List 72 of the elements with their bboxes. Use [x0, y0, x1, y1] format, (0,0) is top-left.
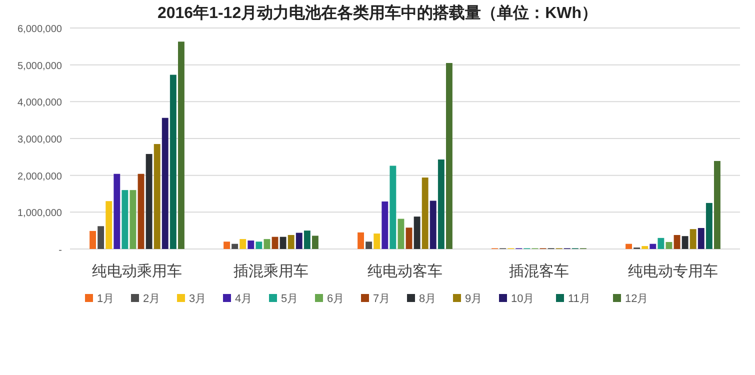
bar — [114, 174, 120, 249]
bar — [256, 242, 262, 249]
legend-label: 9月 — [465, 293, 482, 305]
bar — [438, 159, 444, 249]
bar — [698, 228, 704, 249]
y-tick-label: 3,000,000 — [18, 134, 62, 146]
bar — [280, 236, 286, 249]
bar — [272, 236, 278, 249]
bar — [138, 174, 144, 249]
bar — [162, 118, 168, 249]
bar — [170, 74, 176, 249]
bar — [98, 226, 104, 249]
bar — [288, 235, 294, 249]
bar — [224, 242, 230, 249]
bar — [690, 229, 696, 249]
y-tick-label: 1,000,000 — [18, 208, 62, 220]
bar — [398, 218, 404, 249]
bar — [406, 228, 412, 249]
bar — [658, 238, 664, 249]
legend-label: 8月 — [419, 293, 436, 305]
legend-label: 2月 — [143, 293, 160, 305]
legend-label: 10月 — [511, 293, 534, 305]
x-tick-label: 纯电动乘用车 — [92, 263, 182, 280]
bar — [382, 201, 388, 249]
bar — [682, 236, 688, 249]
bar — [232, 244, 238, 249]
bar — [414, 216, 420, 249]
bar — [626, 244, 632, 249]
bar — [650, 244, 656, 249]
bar — [154, 144, 160, 249]
x-tick-label: 纯电动专用车 — [628, 263, 718, 280]
bar — [178, 42, 184, 249]
bar — [674, 235, 680, 249]
bar — [90, 230, 96, 249]
bar — [642, 246, 648, 249]
bar — [312, 236, 318, 249]
legend-label: 11月 — [568, 293, 590, 305]
bar — [304, 230, 310, 249]
bar — [446, 62, 452, 249]
x-tick-label: 纯电动客车 — [368, 263, 442, 280]
legend-label: 1月 — [97, 293, 114, 305]
y-tick-label: 5,000,000 — [18, 60, 62, 72]
legend-label: 7月 — [373, 293, 390, 305]
legend-label: 4月 — [235, 293, 252, 305]
bar — [296, 232, 302, 249]
bar — [374, 234, 380, 249]
legend-label: 5月 — [281, 293, 298, 305]
bar — [714, 160, 720, 249]
legend-label: 12月 — [625, 293, 648, 305]
bar — [106, 201, 112, 249]
legend-label: 3月 — [189, 293, 206, 305]
y-tick-label: - — [58, 245, 62, 256]
y-tick-label: 6,000,000 — [18, 24, 62, 35]
bar — [390, 166, 396, 249]
y-tick-label: 4,000,000 — [18, 98, 62, 109]
bar — [264, 239, 270, 249]
bar — [430, 200, 436, 249]
bar — [122, 190, 128, 249]
bar — [248, 240, 254, 249]
bar — [666, 242, 672, 249]
chart-title: 2016年1-12月动力电池在各类用车中的搭载量（单位：KWh） — [157, 4, 598, 22]
bar — [422, 178, 428, 249]
bar — [130, 190, 136, 249]
y-tick-label: 2,000,000 — [18, 171, 62, 182]
bar — [240, 239, 246, 249]
x-tick-label: 插混客车 — [509, 263, 569, 280]
bar — [706, 202, 712, 249]
bar — [146, 154, 152, 249]
bar — [366, 242, 372, 249]
legend-label: 6月 — [327, 293, 344, 305]
x-tick-label: 插混乘用车 — [234, 263, 308, 280]
bar — [358, 232, 364, 249]
